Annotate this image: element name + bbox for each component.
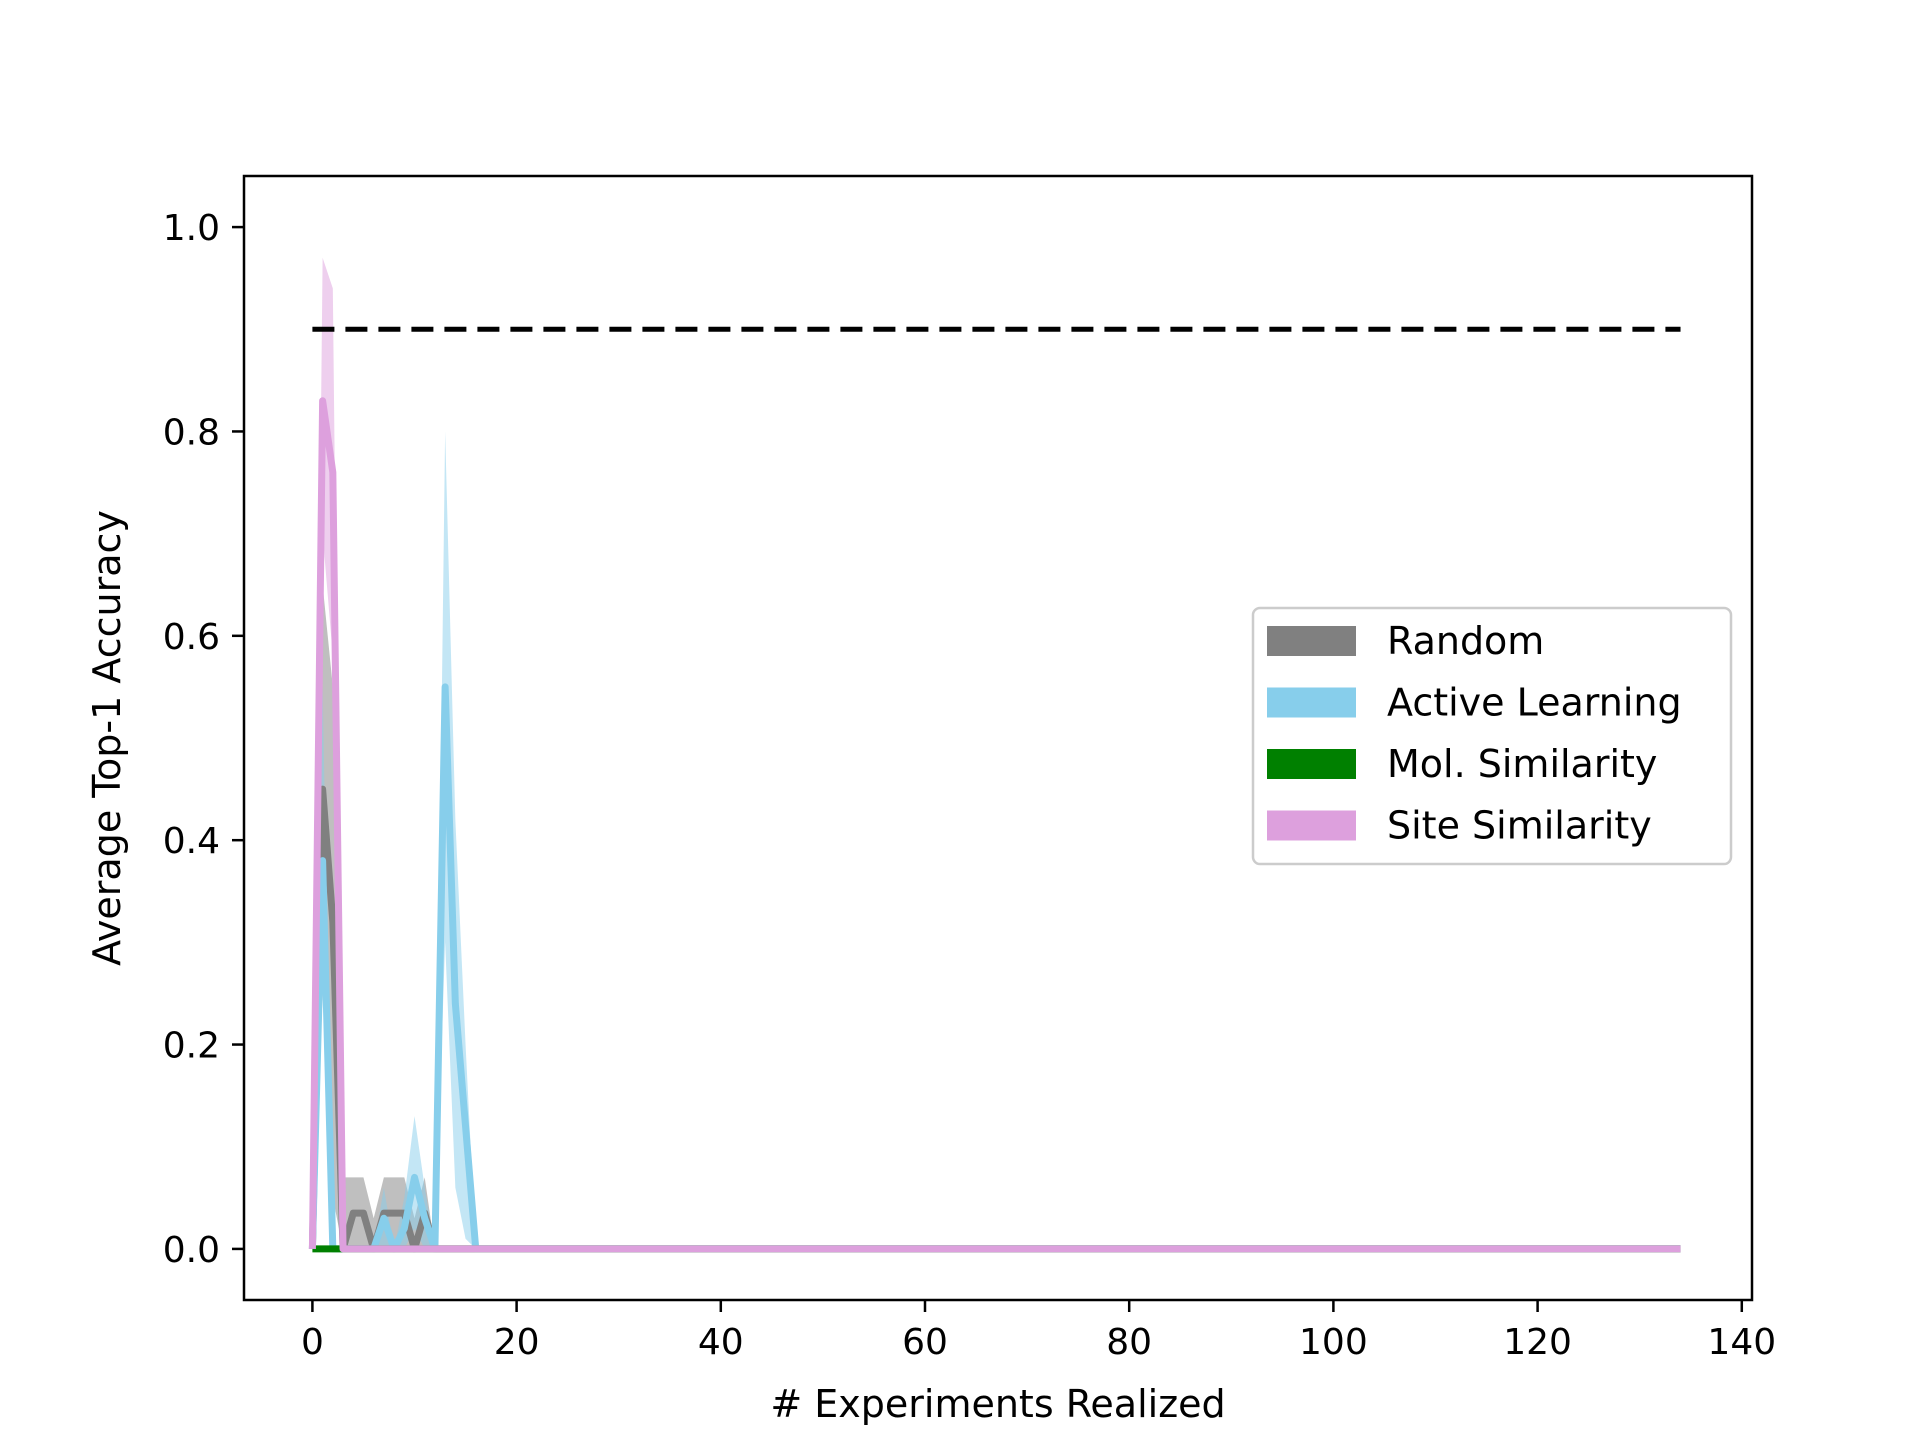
x-tick-label-2: 40 bbox=[698, 1322, 744, 1363]
x-tick-label-5: 100 bbox=[1299, 1322, 1368, 1363]
legend-swatch-2 bbox=[1267, 749, 1356, 779]
x-tick-label-7: 140 bbox=[1707, 1322, 1776, 1363]
legend-label-2: Mol. Similarity bbox=[1387, 742, 1657, 786]
legend-label-1: Active Learning bbox=[1387, 681, 1682, 725]
x-axis: 0 20 40 60 80 100 120 140 bbox=[301, 1300, 1776, 1363]
x-tick-label-0: 0 bbox=[301, 1322, 324, 1363]
legend-frame bbox=[1251, 606, 1733, 866]
x-tick-label-6: 120 bbox=[1503, 1322, 1572, 1363]
plot-frame bbox=[242, 174, 1754, 1302]
y-tick-label-4: 0.8 bbox=[163, 412, 220, 453]
series-lines bbox=[308, 397, 1681, 1253]
x-tick-label-1: 20 bbox=[494, 1322, 540, 1363]
y-tick-label-3: 0.6 bbox=[163, 617, 220, 658]
legend-label-0: Random bbox=[1387, 619, 1544, 663]
x-axis-title: # Experiments Realized bbox=[770, 1382, 1225, 1426]
legend-label-3: Site Similarity bbox=[1387, 804, 1652, 848]
series-line-3 bbox=[308, 397, 1681, 1253]
legend-swatch-3 bbox=[1267, 810, 1356, 841]
y-axis-title: Average Top-1 Accuracy bbox=[85, 510, 129, 966]
y-axis: 0.0 0.2 0.4 0.6 0.8 1.0 bbox=[163, 208, 244, 1271]
legend-swatch-1 bbox=[1267, 687, 1356, 718]
x-tick-label-4: 80 bbox=[1106, 1322, 1152, 1363]
y-tick-label-2: 0.4 bbox=[163, 821, 220, 862]
legend: Random Active Learning Mol. Similarity Site… bbox=[1251, 606, 1733, 866]
y-tick-label-0: 0.0 bbox=[163, 1230, 220, 1271]
y-tick-label-5: 1.0 bbox=[163, 208, 220, 249]
legend-swatch-0 bbox=[1267, 626, 1356, 656]
x-tick-label-3: 60 bbox=[902, 1322, 948, 1363]
y-tick-label-1: 0.2 bbox=[163, 1026, 220, 1067]
